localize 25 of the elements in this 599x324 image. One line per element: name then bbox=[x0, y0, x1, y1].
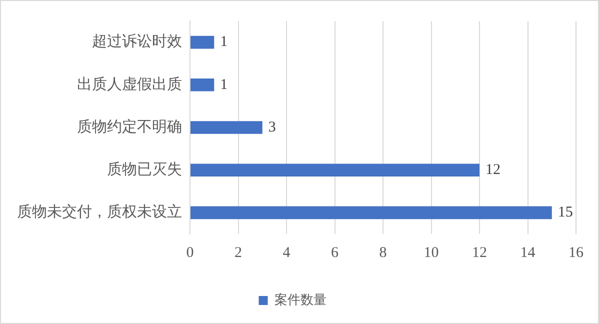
x-tick-label: 12 bbox=[472, 244, 487, 261]
x-tick-label: 8 bbox=[379, 244, 387, 261]
x-tick-label: 0 bbox=[186, 244, 194, 261]
bar bbox=[190, 206, 552, 220]
bar bbox=[190, 164, 480, 176]
bar bbox=[190, 121, 262, 134]
data-label: 1 bbox=[220, 76, 228, 93]
bar bbox=[190, 78, 214, 92]
x-tick-label: 6 bbox=[331, 244, 339, 261]
x-tick-label: 2 bbox=[234, 244, 242, 261]
bar bbox=[190, 36, 214, 49]
y-tick-label: 质物未交付，质权未设立 bbox=[17, 204, 182, 221]
data-label: 1 bbox=[220, 34, 228, 50]
y-tick-label: 质物约定不明确 bbox=[77, 118, 182, 136]
y-tick-label: 超过诉讼时效 bbox=[92, 33, 182, 50]
data-label: 15 bbox=[558, 204, 573, 221]
y-tick-label: 出质人虚假出质 bbox=[77, 76, 182, 93]
x-tick-label: 4 bbox=[282, 244, 291, 261]
data-label: 12 bbox=[486, 162, 500, 178]
data-label: 3 bbox=[268, 119, 276, 136]
y-tick-label: 质物已灭失 bbox=[107, 161, 182, 178]
legend-label: 案件数量 bbox=[274, 292, 326, 308]
x-tick-label: 10 bbox=[424, 244, 439, 261]
x-tick-label: 16 bbox=[568, 244, 584, 261]
x-tick-label: 14 bbox=[520, 244, 536, 261]
